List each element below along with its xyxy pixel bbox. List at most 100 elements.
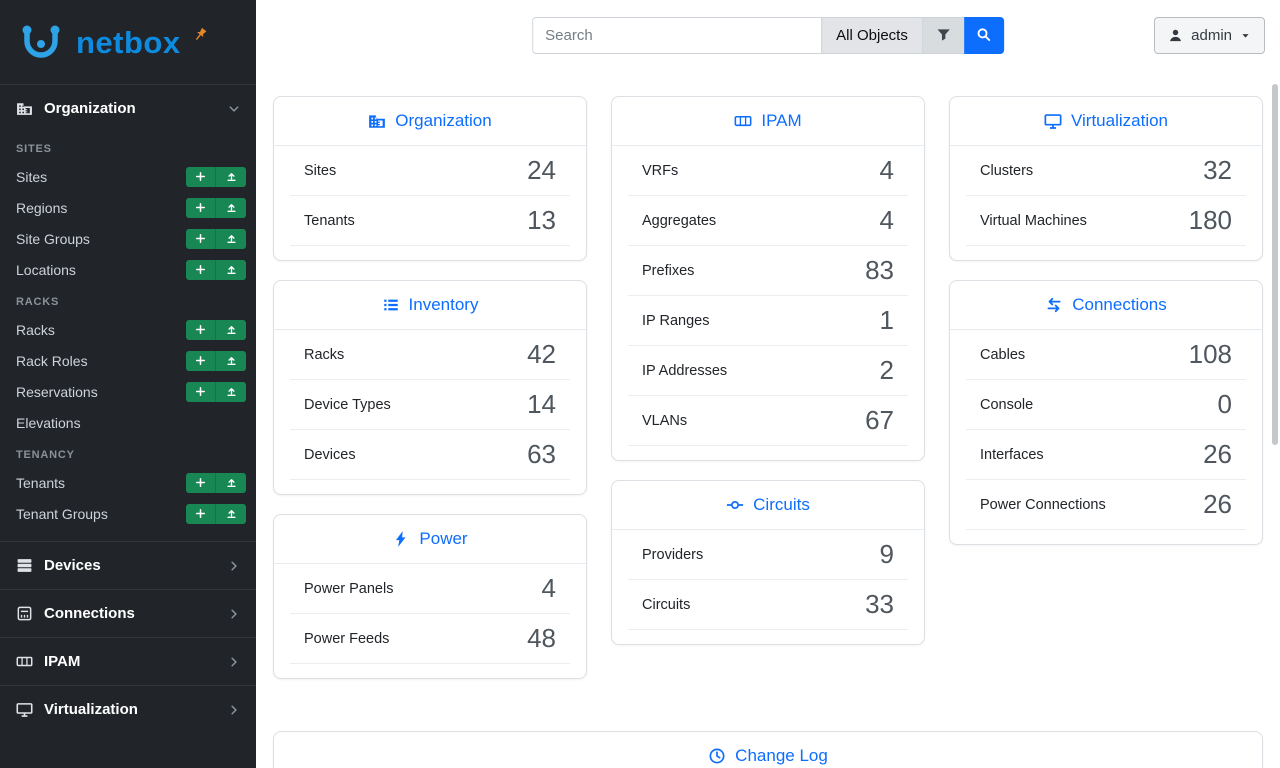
sidebar-item-label[interactable]: Racks <box>16 321 55 338</box>
sidebar-item-sites[interactable]: Sites <box>0 161 256 192</box>
import-tenant-groups-button[interactable] <box>216 503 246 524</box>
stat-value[interactable]: 4 <box>879 205 894 235</box>
devices-icon <box>16 557 33 574</box>
sidebar-item-regions[interactable]: Regions <box>0 192 256 223</box>
stat-value[interactable]: 180 <box>1188 205 1232 235</box>
card-title-circuits[interactable]: Circuits <box>612 481 924 530</box>
sidebar-item-label[interactable]: Site Groups <box>16 230 90 247</box>
upload-icon <box>226 355 237 366</box>
import-site-groups-button[interactable] <box>216 228 246 249</box>
import-regions-button[interactable] <box>216 197 246 218</box>
sidebar-item-label[interactable]: Reservations <box>16 383 98 400</box>
stat-label: Console <box>980 396 1034 413</box>
stat-value[interactable]: 32 <box>1203 155 1232 185</box>
stat-value[interactable]: 0 <box>1217 389 1232 419</box>
transit-icon <box>726 496 744 514</box>
sidebar-group-connections: Connections <box>0 589 256 637</box>
import-tenants-button[interactable] <box>216 472 246 493</box>
stat-row-ip-addresses: IP Addresses 2 <box>628 346 908 396</box>
stat-value[interactable]: 83 <box>865 255 894 285</box>
pin-icon[interactable] <box>192 27 208 43</box>
card-title-inventory[interactable]: Inventory <box>274 281 586 330</box>
add-locations-button[interactable] <box>186 259 216 280</box>
brand-text[interactable]: netbox <box>76 24 181 60</box>
filter-button[interactable] <box>921 17 964 54</box>
sidebar-item-label[interactable]: Tenants <box>16 474 66 491</box>
sidebar-item-elevations[interactable]: Elevations <box>0 407 256 438</box>
changelog-header[interactable]: Change Log <box>274 732 1262 768</box>
sidebar-item-racks[interactable]: Racks <box>0 314 256 345</box>
search-input[interactable] <box>532 17 822 54</box>
lightning-icon <box>392 530 410 548</box>
stat-value[interactable]: 9 <box>879 539 894 569</box>
card-title-organization[interactable]: Organization <box>274 97 586 146</box>
sidebar-item-locations[interactable]: Locations <box>0 254 256 285</box>
import-racks-button[interactable] <box>216 319 246 340</box>
card-title-power[interactable]: Power <box>274 515 586 564</box>
add-reservations-button[interactable] <box>186 381 216 402</box>
add-regions-button[interactable] <box>186 197 216 218</box>
object-type-dropdown[interactable]: All Objects <box>821 17 922 54</box>
search-submit-button[interactable] <box>963 17 1004 54</box>
import-locations-button[interactable] <box>216 259 246 280</box>
stat-value[interactable]: 4 <box>879 155 894 185</box>
user-menu-button[interactable]: admin <box>1154 17 1265 54</box>
stat-value[interactable]: 4 <box>541 573 556 603</box>
stat-value[interactable]: 14 <box>527 389 556 419</box>
stat-value[interactable]: 33 <box>865 589 894 619</box>
add-racks-button[interactable] <box>186 319 216 340</box>
sidebar-item-label[interactable]: Rack Roles <box>16 352 88 369</box>
import-rack-roles-button[interactable] <box>216 350 246 371</box>
scrollbar[interactable] <box>1272 84 1278 445</box>
stat-value[interactable]: 63 <box>527 439 556 469</box>
stat-value[interactable]: 42 <box>527 339 556 369</box>
stat-row-providers: Providers 9 <box>628 530 908 580</box>
sidebar-group-toggle-connections[interactable]: Connections <box>0 590 256 637</box>
card-body: VRFs 4 Aggregates 4 Prefixes 83 IP Ranges 1 IP A… <box>612 146 924 460</box>
stat-value[interactable]: 24 <box>527 155 556 185</box>
sidebar-group-toggle-ipam[interactable]: IPAM <box>0 638 256 685</box>
sidebar-item-label[interactable]: Locations <box>16 261 76 278</box>
sidebar-group-toggle-organization[interactable]: Organization <box>0 85 256 132</box>
add-tenants-button[interactable] <box>186 472 216 493</box>
sidebar-item-label[interactable]: Sites <box>16 168 48 185</box>
netbox-logo-icon[interactable] <box>14 21 68 63</box>
stat-value[interactable]: 108 <box>1188 339 1232 369</box>
add-tenant-groups-button[interactable] <box>186 503 216 524</box>
stats-column-2: IPAM VRFs 4 Aggregates 4 Prefixes 83 IP Ranges 1… <box>611 96 925 664</box>
import-reservations-button[interactable] <box>216 381 246 402</box>
counter-icon <box>16 653 33 670</box>
stat-value[interactable]: 26 <box>1203 489 1232 519</box>
add-rack-roles-button[interactable] <box>186 350 216 371</box>
add-site-groups-button[interactable] <box>186 228 216 249</box>
stat-value[interactable]: 1 <box>879 305 894 335</box>
card-body: Racks 42 Device Types 14 Devices 63 <box>274 330 586 494</box>
stat-value[interactable]: 2 <box>879 355 894 385</box>
sidebar-item-label[interactable]: Tenant Groups <box>16 505 108 522</box>
sidebar-item-tenants[interactable]: Tenants <box>0 467 256 498</box>
sidebar-group-toggle-devices[interactable]: Devices <box>0 542 256 589</box>
stat-value[interactable]: 13 <box>527 205 556 235</box>
import-sites-button[interactable] <box>216 166 246 187</box>
sidebar-item-tenant-groups[interactable]: Tenant Groups <box>0 498 256 529</box>
search-icon <box>976 27 991 45</box>
sidebar-item-label[interactable]: Elevations <box>16 414 81 431</box>
card-title-virtualization[interactable]: Virtualization <box>950 97 1262 146</box>
stat-value[interactable]: 48 <box>527 623 556 653</box>
sidebar-group-toggle-virtualization[interactable]: Virtualization <box>0 686 256 733</box>
plus-icon <box>195 233 206 244</box>
sidebar-item-site-groups[interactable]: Site Groups <box>0 223 256 254</box>
card-title-ipam[interactable]: IPAM <box>612 97 924 146</box>
stat-row-power-connections: Power Connections 26 <box>966 480 1246 530</box>
sidebar-item-label[interactable]: Regions <box>16 199 68 216</box>
card-title-connections[interactable]: Connections <box>950 281 1262 330</box>
stat-value[interactable]: 26 <box>1203 439 1232 469</box>
plus-icon <box>195 386 206 397</box>
quick-actions <box>186 319 246 340</box>
card-body: Clusters 32 Virtual Machines 180 <box>950 146 1262 260</box>
sidebar-item-rack-roles[interactable]: Rack Roles <box>0 345 256 376</box>
sidebar-item-reservations[interactable]: Reservations <box>0 376 256 407</box>
add-sites-button[interactable] <box>186 166 216 187</box>
stat-row-racks: Racks 42 <box>290 330 570 380</box>
stat-value[interactable]: 67 <box>865 405 894 435</box>
